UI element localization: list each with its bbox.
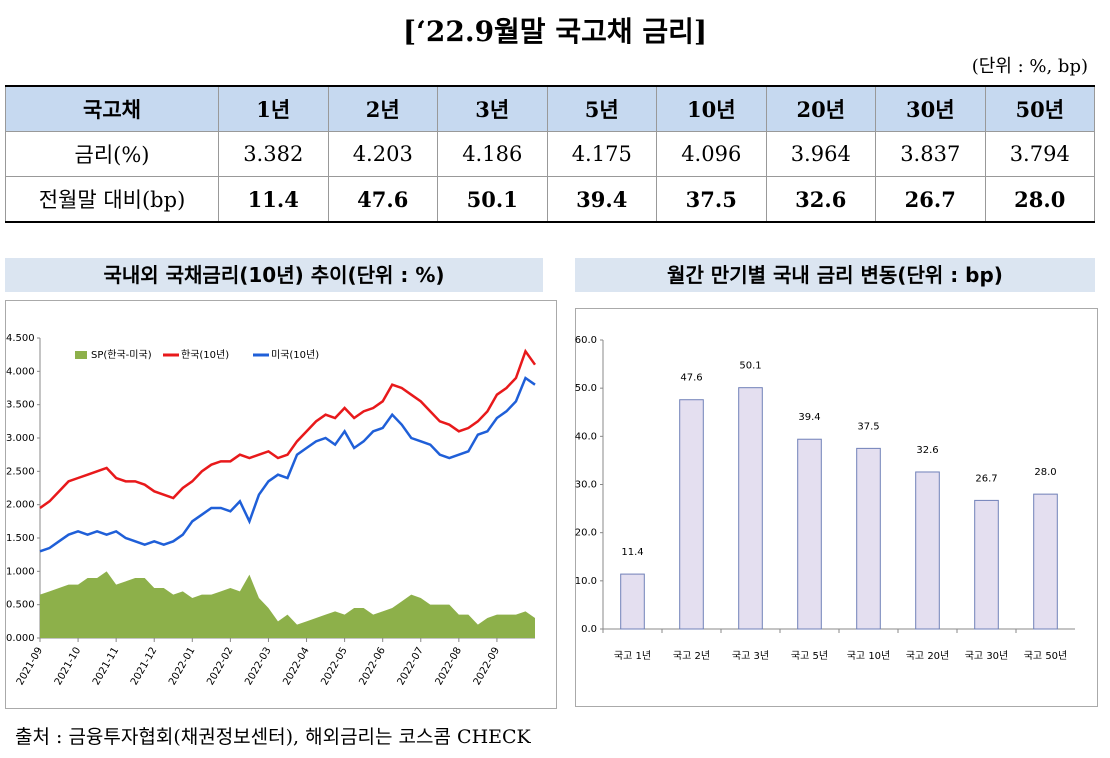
- y-tick-label: 0.0: [581, 624, 597, 635]
- data-label: 28.0: [1034, 467, 1056, 478]
- table-cell: 26.7: [875, 176, 986, 223]
- x-tick-label: 2021-09: [15, 646, 45, 688]
- legend-swatch: [75, 351, 87, 359]
- chart-title: 월간 만기별 국내 금리 변동(단위 : bp): [575, 258, 1095, 292]
- bar: [620, 573, 645, 630]
- table-cell: 금리(%): [5, 131, 219, 177]
- chart-frame: [575, 308, 1098, 707]
- data-label: 32.6: [916, 445, 938, 456]
- y-tick-label: 1.000: [6, 566, 35, 577]
- bar: [738, 387, 763, 630]
- y-tick-label: 3.000: [6, 433, 35, 444]
- table-cell: 39.4: [546, 176, 657, 223]
- legend-label: 한국(10년): [181, 349, 229, 361]
- table-row: 금리(%) 3.382 4.203 4.186 4.175 4.096 3.964 3.837…: [5, 131, 1095, 177]
- y-tick-label: 0.000: [6, 633, 35, 644]
- bar: [679, 399, 704, 630]
- x-tick-label: 국고 20년: [906, 650, 950, 662]
- rate-table: 국고채 1년 2년 3년 5년 10년 20년 30년 50년 금리(%) 3.382 4.203 4.…: [5, 85, 1095, 223]
- table-cell: 4.096: [656, 131, 767, 177]
- table-cell: 50년: [984, 85, 1095, 132]
- table-cell: 32.6: [765, 176, 876, 223]
- area: [40, 571, 535, 638]
- data-label: 50.1: [739, 361, 761, 372]
- x-tick-label: 2022-05: [319, 646, 349, 688]
- x-tick-label: 2022-07: [396, 646, 426, 688]
- table-cell: 28.0: [984, 176, 1095, 223]
- x-tick-label: 2022-02: [205, 646, 235, 688]
- table-row: 전월말 대비(bp) 11.4 47.6 50.1 39.4 37.5 32.6 26.7 28…: [5, 176, 1095, 223]
- table-cell: 국고채: [5, 85, 219, 132]
- x-tick-label: 국고 30년: [965, 650, 1009, 662]
- line: [39, 348, 537, 510]
- table-cell: 5년: [546, 85, 657, 132]
- x-tick-label: 국고 2년: [673, 650, 710, 662]
- x-tick-label: 국고 3년: [732, 650, 769, 662]
- line: [39, 376, 536, 553]
- x-tick-label: 2022-09: [472, 646, 502, 688]
- y-tick-label: 1.500: [6, 533, 35, 544]
- y-tick-label: 4.000: [6, 366, 35, 377]
- table-cell: 4.203: [327, 131, 438, 177]
- legend-label: SP(한국-미국): [91, 349, 152, 361]
- table-cell: 3.837: [875, 131, 986, 177]
- x-tick-label: 2022-04: [281, 646, 311, 688]
- x-tick-label: 2022-01: [167, 646, 197, 688]
- table-cell: 3년: [437, 85, 548, 132]
- y-tick-label: 4.500: [6, 333, 35, 344]
- x-tick-label: 2021-10: [53, 646, 83, 688]
- y-tick-label: 10.0: [575, 576, 597, 587]
- x-tick-label: 국고 1년: [614, 650, 651, 662]
- table-cell: 1년: [218, 85, 329, 132]
- x-tick-label: 2022-03: [243, 646, 273, 688]
- table-cell: 20년: [765, 85, 876, 132]
- bar: [856, 447, 881, 630]
- bar: [974, 499, 999, 630]
- table-cell: 전월말 대비(bp): [5, 176, 219, 223]
- y-tick-label: 30.0: [575, 480, 597, 491]
- bar: [797, 438, 822, 630]
- y-tick-label: 2.000: [6, 500, 35, 511]
- x-tick-label: 국고 10년: [847, 650, 891, 662]
- page-title: [‘22.9월말 국고채 금리]: [402, 15, 708, 48]
- table-row: 국고채 1년 2년 3년 5년 10년 20년 30년 50년: [5, 85, 1095, 132]
- table-cell: 4.175: [546, 131, 657, 177]
- x-tick-label: 2022-08: [434, 646, 464, 688]
- chart-title: 국내외 국채금리(10년) 추이(단위 : %): [5, 258, 543, 292]
- y-tick-label: 2.500: [6, 466, 35, 477]
- data-label: 11.4: [621, 547, 643, 558]
- unit-note: (단위 : %, bp): [971, 56, 1088, 77]
- table-cell: 47.6: [327, 176, 438, 223]
- x-tick-label: 2021-12: [129, 646, 159, 688]
- x-tick-label: 국고 50년: [1024, 650, 1068, 662]
- x-tick-label: 국고 5년: [791, 650, 828, 662]
- table-cell: 3.382: [218, 131, 329, 177]
- legend-label: 미국(10년): [271, 349, 319, 361]
- y-tick-label: 3.500: [6, 400, 35, 411]
- table-cell: 4.186: [437, 131, 548, 177]
- data-label: 26.7: [975, 473, 997, 484]
- y-tick-label: 0.500: [6, 600, 35, 611]
- x-tick-label: 2021-11: [91, 646, 121, 688]
- table-cell: 2년: [327, 85, 438, 132]
- y-tick-label: 50.0: [575, 383, 597, 394]
- y-tick-label: 40.0: [575, 431, 597, 442]
- y-tick-label: 60.0: [575, 335, 597, 346]
- table-cell: 50.1: [437, 176, 548, 223]
- table-cell: 3.794: [984, 131, 1095, 177]
- table-cell: 30년: [875, 85, 986, 132]
- chart-frame: [5, 300, 557, 709]
- source-note: 출처 : 금융투자협회(채권정보센터), 해외금리는 코스콤 CHECK: [15, 726, 531, 748]
- table-cell: 37.5: [656, 176, 767, 223]
- bar: [915, 471, 940, 630]
- data-label: 39.4: [798, 412, 820, 423]
- bar: [1033, 493, 1058, 630]
- y-tick-label: 20.0: [575, 528, 597, 539]
- table-cell: 11.4: [218, 176, 329, 223]
- data-label: 37.5: [857, 421, 879, 432]
- data-label: 47.6: [680, 373, 702, 384]
- x-tick-label: 2022-06: [357, 646, 387, 688]
